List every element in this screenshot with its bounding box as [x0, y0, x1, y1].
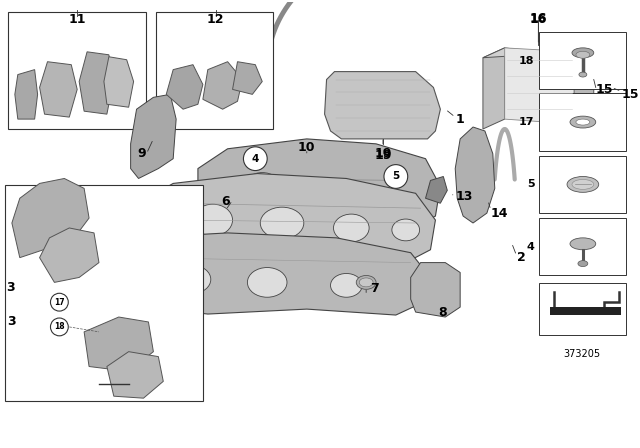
- Circle shape: [51, 318, 68, 336]
- Ellipse shape: [333, 214, 369, 242]
- Text: 3: 3: [7, 315, 15, 328]
- Text: 3: 3: [6, 281, 15, 294]
- Polygon shape: [411, 263, 460, 317]
- Polygon shape: [198, 139, 440, 230]
- Text: 4: 4: [527, 242, 534, 252]
- Text: 15: 15: [621, 88, 639, 101]
- Ellipse shape: [578, 261, 588, 267]
- Ellipse shape: [356, 276, 376, 289]
- Polygon shape: [166, 65, 203, 109]
- Bar: [5, 185, 203, 401]
- Ellipse shape: [260, 207, 304, 239]
- Ellipse shape: [572, 48, 594, 58]
- Text: 5: 5: [392, 172, 399, 181]
- Text: 19: 19: [374, 149, 392, 162]
- Text: 18: 18: [519, 56, 534, 66]
- Polygon shape: [203, 62, 243, 109]
- Ellipse shape: [359, 278, 373, 287]
- Ellipse shape: [297, 178, 337, 208]
- Text: 4: 4: [252, 154, 259, 164]
- Polygon shape: [99, 233, 431, 315]
- Bar: [540, 93, 627, 151]
- Bar: [550, 307, 621, 315]
- Polygon shape: [138, 173, 435, 263]
- Polygon shape: [12, 178, 89, 258]
- Polygon shape: [107, 352, 163, 398]
- Polygon shape: [15, 69, 38, 119]
- Polygon shape: [324, 72, 440, 139]
- Text: 5: 5: [527, 179, 534, 190]
- Ellipse shape: [572, 180, 594, 190]
- Text: 18: 18: [54, 323, 65, 332]
- Polygon shape: [483, 48, 505, 129]
- Text: 2: 2: [516, 251, 525, 264]
- Polygon shape: [131, 95, 176, 178]
- Ellipse shape: [330, 273, 362, 297]
- Polygon shape: [84, 317, 154, 371]
- Bar: [540, 218, 627, 276]
- Text: 17: 17: [54, 297, 65, 307]
- Polygon shape: [574, 52, 594, 134]
- Polygon shape: [40, 228, 99, 282]
- Text: 11: 11: [68, 13, 86, 26]
- Bar: [8, 12, 147, 129]
- Ellipse shape: [579, 72, 587, 77]
- Polygon shape: [455, 127, 495, 223]
- Bar: [540, 156, 627, 213]
- Circle shape: [243, 147, 267, 171]
- Text: 19: 19: [374, 147, 392, 160]
- Text: 1: 1: [455, 112, 464, 125]
- Ellipse shape: [350, 186, 382, 210]
- Text: 373205: 373205: [563, 349, 600, 359]
- Text: 14: 14: [491, 207, 508, 220]
- Text: 6: 6: [221, 195, 230, 208]
- Ellipse shape: [576, 119, 590, 125]
- Ellipse shape: [193, 204, 232, 236]
- Text: 13: 13: [455, 190, 472, 203]
- Polygon shape: [40, 62, 77, 117]
- Circle shape: [384, 164, 408, 188]
- Text: 17: 17: [519, 117, 534, 127]
- Ellipse shape: [570, 116, 596, 128]
- Ellipse shape: [567, 177, 598, 192]
- Polygon shape: [505, 48, 574, 124]
- Polygon shape: [79, 52, 114, 114]
- Bar: [540, 284, 627, 335]
- Text: 9: 9: [138, 147, 147, 160]
- Ellipse shape: [175, 266, 211, 293]
- Ellipse shape: [248, 267, 287, 297]
- Text: 8: 8: [438, 306, 447, 319]
- Polygon shape: [483, 48, 594, 60]
- Text: 10: 10: [298, 141, 316, 154]
- Ellipse shape: [244, 172, 280, 200]
- Polygon shape: [426, 177, 447, 203]
- Text: 16: 16: [530, 13, 547, 26]
- Ellipse shape: [392, 219, 420, 241]
- Polygon shape: [232, 62, 262, 95]
- Ellipse shape: [576, 52, 590, 58]
- Polygon shape: [104, 57, 134, 107]
- Ellipse shape: [570, 238, 596, 250]
- Text: 7: 7: [370, 282, 378, 295]
- Bar: [156, 12, 273, 129]
- Circle shape: [51, 293, 68, 311]
- Text: 15: 15: [596, 83, 613, 96]
- Bar: [540, 32, 627, 90]
- Text: 12: 12: [207, 13, 225, 26]
- Text: 16: 16: [530, 12, 547, 25]
